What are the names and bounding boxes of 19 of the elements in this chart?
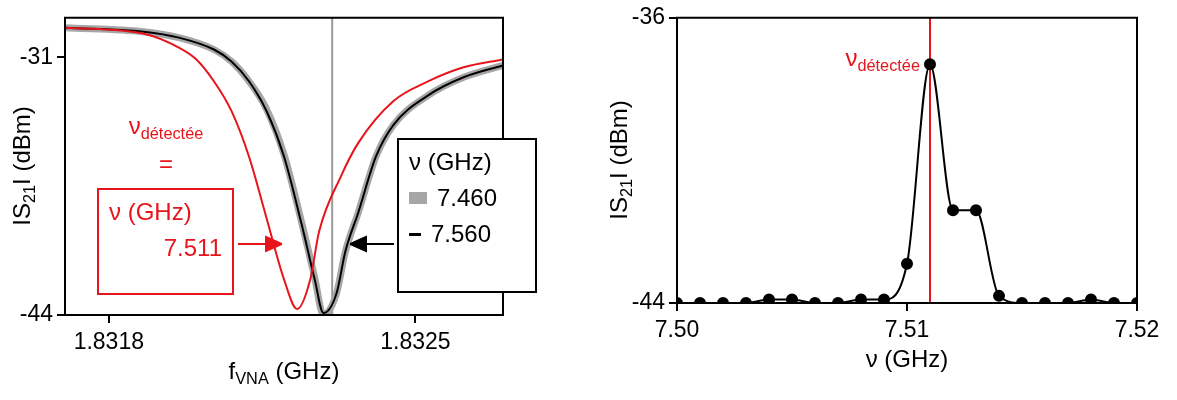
legend-label: 7.460: [436, 184, 499, 212]
legend-title: ν (GHz): [409, 148, 493, 176]
y-tick-label: -31: [19, 42, 53, 69]
x-axis-title: ν (GHz): [865, 345, 949, 372]
text: ν (GHz): [109, 198, 192, 225]
x-axis-title: f$_{VNA}$ (GHz): [228, 357, 340, 387]
y-tick-label: -44: [19, 300, 54, 327]
x-tick-label: 1.8325: [380, 328, 451, 355]
annotation: ν$_{détectée}$: [128, 112, 204, 142]
x-tick-label: 7.50: [654, 316, 700, 343]
x-tick-label: 7.52: [1114, 316, 1160, 343]
ref-line-label: ν$_{détectée}$: [845, 43, 920, 74]
legend-label: 7.560: [430, 220, 493, 248]
annotation: =: [158, 150, 174, 177]
y-tick-label: -44: [631, 288, 666, 315]
x-tick-label: 1.8318: [73, 328, 144, 355]
x-tick-label: 7.51: [884, 316, 930, 343]
series-label: 7.511: [162, 234, 222, 262]
y-tick-label: -36: [631, 3, 665, 30]
